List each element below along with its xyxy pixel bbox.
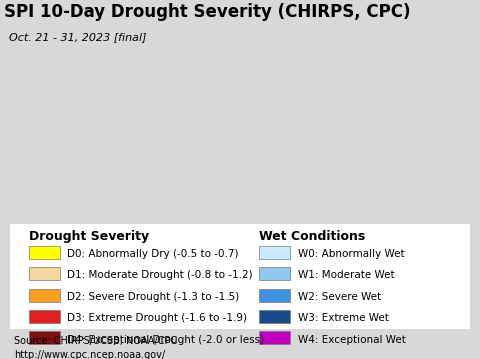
Text: Drought Severity: Drought Severity xyxy=(29,230,149,243)
Text: D4: Exceptional Drought (-2.0 or less): D4: Exceptional Drought (-2.0 or less) xyxy=(67,335,264,345)
Text: D1: Moderate Drought (-0.8 to -1.2): D1: Moderate Drought (-0.8 to -1.2) xyxy=(67,270,253,280)
Bar xyxy=(29,267,60,280)
Bar xyxy=(29,289,60,302)
Text: D0: Abnormally Dry (-0.5 to -0.7): D0: Abnormally Dry (-0.5 to -0.7) xyxy=(67,249,239,259)
Text: D2: Severe Drought (-1.3 to -1.5): D2: Severe Drought (-1.3 to -1.5) xyxy=(67,292,240,302)
Bar xyxy=(259,310,290,323)
Text: W4: Exceptional Wet: W4: Exceptional Wet xyxy=(298,335,406,345)
Bar xyxy=(29,310,60,323)
Bar xyxy=(259,331,290,345)
Text: Source: CHIRPS/UCSB, NOAA/CPC
http://www.cpc.ncep.noaa.gov/: Source: CHIRPS/UCSB, NOAA/CPC http://www… xyxy=(14,336,178,359)
Text: Wet Conditions: Wet Conditions xyxy=(259,230,365,243)
Text: W1: Moderate Wet: W1: Moderate Wet xyxy=(298,270,394,280)
Bar xyxy=(259,289,290,302)
Text: SPI 10-Day Drought Severity (CHIRPS, CPC): SPI 10-Day Drought Severity (CHIRPS, CPC… xyxy=(4,3,410,21)
Text: W3: Extreme Wet: W3: Extreme Wet xyxy=(298,313,388,323)
Bar xyxy=(29,246,60,259)
Text: W2: Severe Wet: W2: Severe Wet xyxy=(298,292,381,302)
Text: W0: Abnormally Wet: W0: Abnormally Wet xyxy=(298,249,404,259)
Bar xyxy=(259,246,290,259)
Bar xyxy=(29,331,60,345)
Text: Oct. 21 - 31, 2023 [final]: Oct. 21 - 31, 2023 [final] xyxy=(9,32,146,42)
Bar xyxy=(259,267,290,280)
Text: D3: Extreme Drought (-1.6 to -1.9): D3: Extreme Drought (-1.6 to -1.9) xyxy=(67,313,247,323)
Bar xyxy=(10,224,470,328)
